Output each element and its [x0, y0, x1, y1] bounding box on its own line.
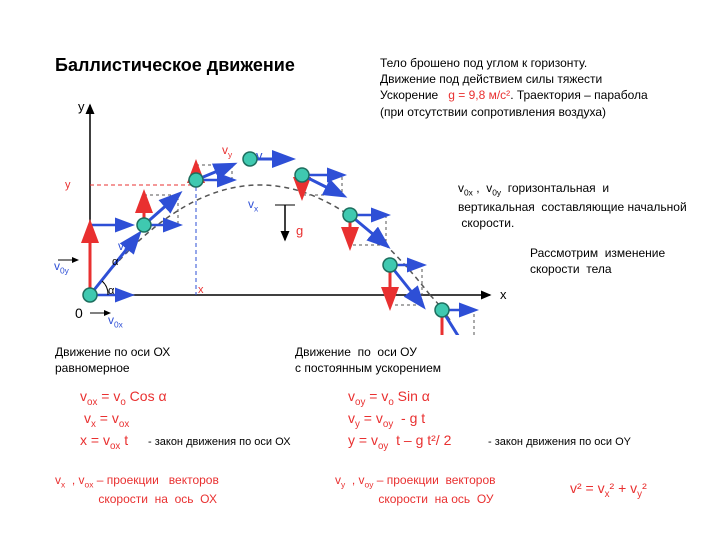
oy-title: Движение по оси ОУс постоянным ускорение…: [295, 344, 525, 376]
g-label: g: [296, 222, 303, 240]
f-xlaw-note: - закон движения по оси ОХ: [148, 435, 291, 450]
y-axis-label: y: [78, 98, 85, 116]
f-vy: vy = voy - g t: [348, 410, 425, 430]
vy-label: vy: [222, 142, 232, 161]
vx-label: vx: [248, 196, 258, 215]
f-voy: voy = vo Sin α: [348, 388, 430, 408]
f-ylaw-note: - закон движения по оси OY: [488, 435, 631, 450]
f-vox: vox = vo Cos α: [80, 388, 167, 408]
v-label: v: [256, 147, 263, 165]
f-vsq: v² = vx² + vy²: [570, 480, 647, 500]
desc-l1: Движение под действием силы тяжести: [380, 72, 602, 86]
y-small-label: y: [65, 178, 71, 193]
vx-proj: vx , vox – проекции векторов скорости на…: [55, 472, 285, 507]
zero-label: 0: [75, 304, 83, 323]
ox-title: Движение по оси ОХравномерное: [55, 344, 255, 376]
v0-label: v0: [118, 238, 129, 257]
alpha2-label: α: [112, 255, 118, 270]
x-small-label: x: [198, 283, 204, 298]
x-axis-label: x: [500, 286, 507, 304]
f-ylaw: y = voy t – g t²/ 2: [348, 432, 451, 452]
consider-text: Рассмотрим изменение скорости тела: [530, 245, 710, 277]
f-xlaw: x = vox t: [80, 432, 128, 452]
v0y-label: v0y: [54, 258, 69, 277]
f-vx: vx = vox: [84, 410, 129, 430]
desc-l0: Тело брошено под углом к горизонту.: [380, 56, 587, 70]
vy-proj: vy , voy – проекции векторов скорости на…: [335, 472, 555, 507]
alpha-label: α: [108, 284, 114, 299]
v0x-label: v0x: [108, 312, 123, 331]
page-title: Баллистическое движение: [55, 55, 295, 76]
trajectory-diagram: [50, 95, 530, 335]
